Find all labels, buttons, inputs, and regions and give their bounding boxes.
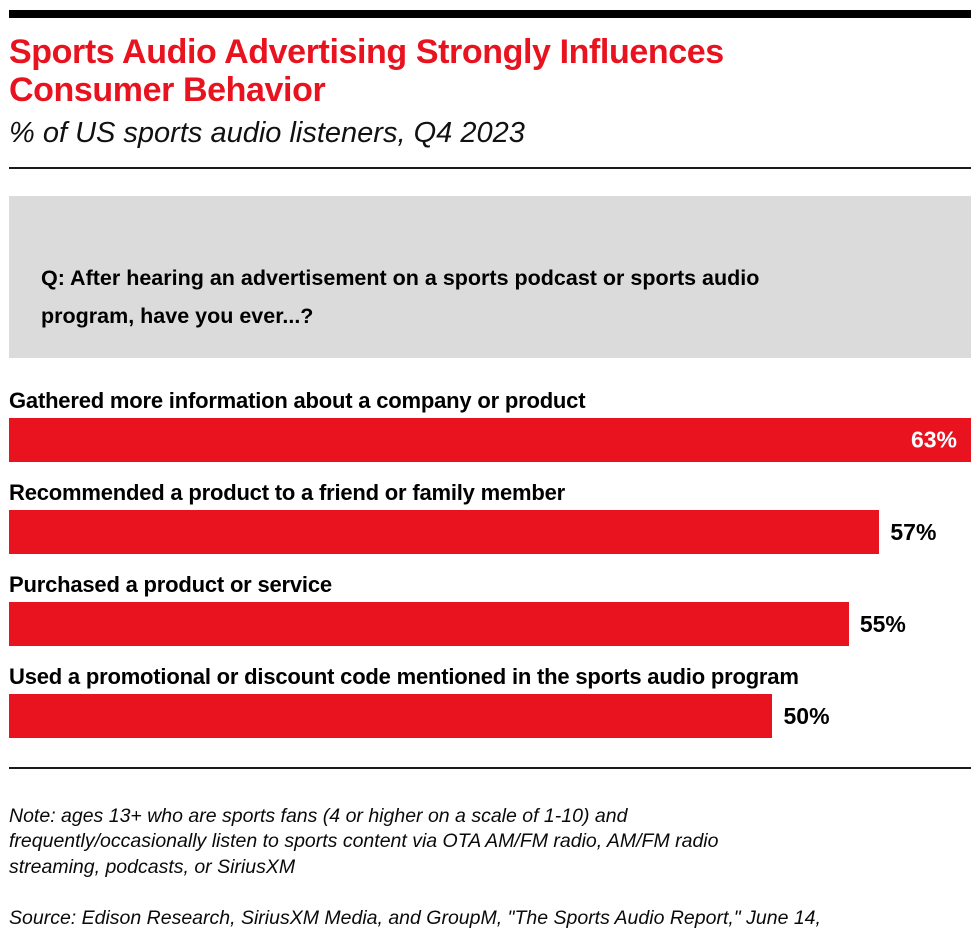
bar-value-label: 55% [859,610,906,637]
bar [9,602,849,646]
question-box: Q: After hearing an advertisement on a s… [9,196,971,358]
question-text: Q: After hearing an advertisement on a s… [41,266,760,328]
bar-category-label: Gathered more information about a compan… [9,388,586,413]
bar-category-label: Purchased a product or service [9,572,332,597]
bar [9,510,880,554]
bar: 63% [9,418,971,462]
bar-value-label: 63% [910,426,957,453]
header-divider [9,167,971,169]
source-text: Source: Edison Research, SiriusXM Media,… [9,906,821,929]
top-rule [9,10,971,18]
bar-group: Purchased a product or service 55% [9,571,971,646]
bar-value-label: 57% [890,518,937,545]
notes-divider [9,767,971,769]
bar-group: Used a promotional or discount code ment… [9,663,971,738]
bar-value-label: 50% [783,702,830,729]
bar-category-label: Recommended a product to a friend or fam… [9,480,566,505]
bar-row: 57% [9,510,971,554]
bar-group: Recommended a product to a friend or fam… [9,479,971,554]
bar [9,694,773,738]
bar-row: 63% [9,418,971,462]
chart-subtitle: % of US sports audio listeners, Q4 2023 [9,117,525,149]
bar-group: Gathered more information about a compan… [9,387,971,462]
note-text: Note: ages 13+ who are sports fans (4 or… [9,804,719,878]
bar-row: 50% [9,694,971,738]
chart-title: Sports Audio Advertising Strongly Influe… [9,33,724,109]
bar-chart: Gathered more information about a compan… [9,387,971,738]
bar-category-label: Used a promotional or discount code ment… [9,664,799,689]
bar-row: 55% [9,602,971,646]
notes-block: Note: ages 13+ who are sports fans (4 or… [9,778,971,932]
